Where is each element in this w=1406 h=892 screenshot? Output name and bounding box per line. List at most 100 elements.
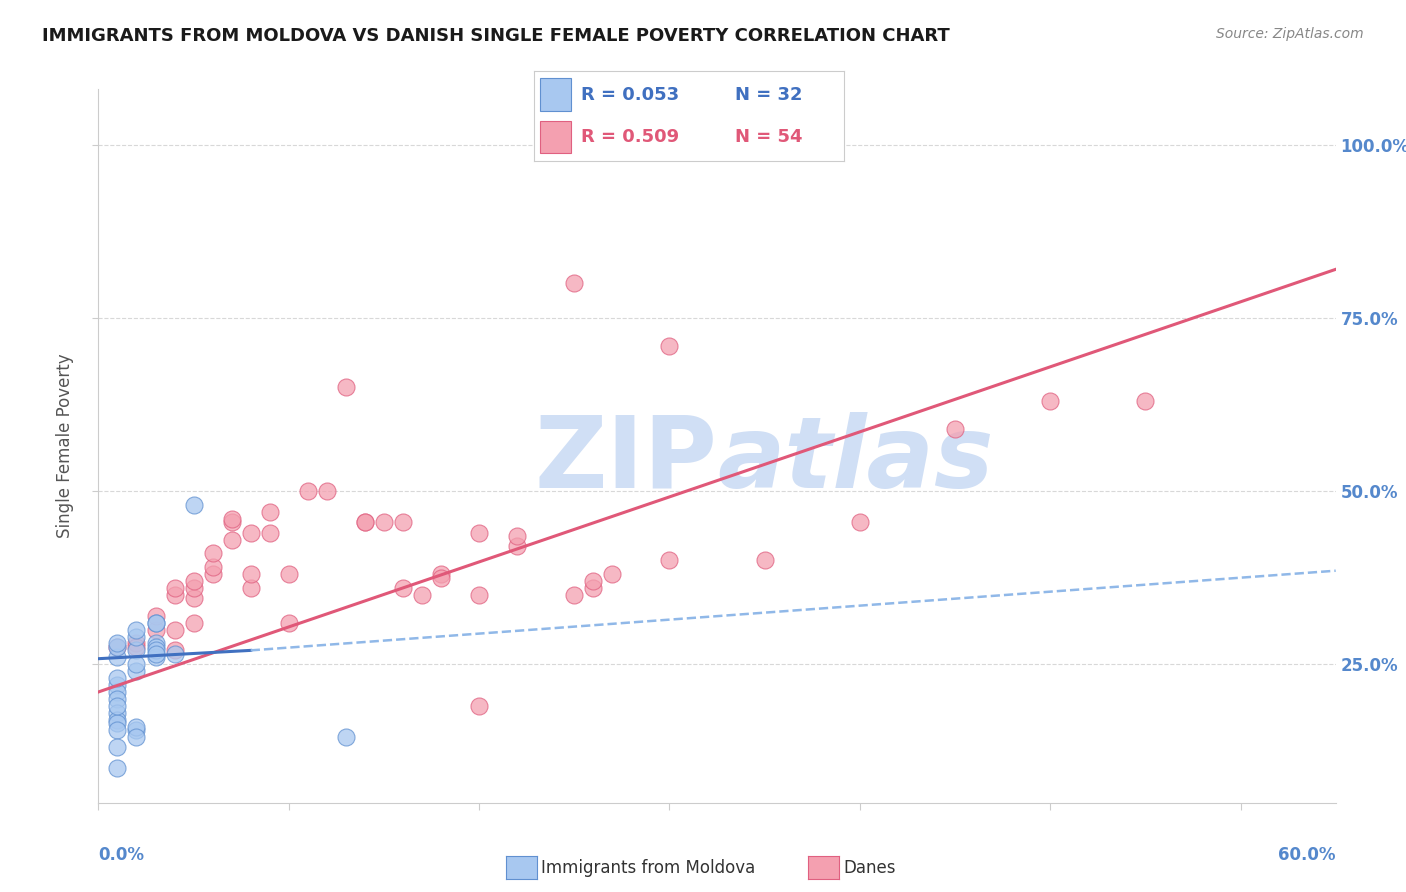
Point — [562, 276, 585, 290]
Point — [582, 581, 605, 595]
Point — [107, 713, 129, 727]
Point — [468, 588, 491, 602]
FancyBboxPatch shape — [540, 121, 571, 153]
Point — [602, 567, 624, 582]
Point — [125, 636, 148, 650]
Text: Source: ZipAtlas.com: Source: ZipAtlas.com — [1216, 27, 1364, 41]
Point — [163, 647, 186, 661]
Point — [163, 643, 186, 657]
Point — [107, 706, 129, 720]
Point — [1039, 394, 1062, 409]
Point — [221, 515, 243, 529]
Point — [125, 657, 148, 672]
Point — [107, 671, 129, 685]
Point — [430, 571, 453, 585]
FancyBboxPatch shape — [540, 78, 571, 111]
Point — [506, 540, 529, 554]
Point — [754, 553, 776, 567]
Point — [125, 664, 148, 678]
Text: N = 32: N = 32 — [735, 86, 803, 103]
Point — [107, 678, 129, 692]
Point — [373, 515, 395, 529]
Point — [107, 640, 129, 654]
Point — [145, 640, 167, 654]
Point — [221, 512, 243, 526]
Text: N = 54: N = 54 — [735, 128, 803, 146]
Point — [277, 615, 299, 630]
Point — [125, 720, 148, 734]
Point — [943, 422, 966, 436]
Point — [392, 515, 415, 529]
Point — [183, 615, 205, 630]
Point — [430, 567, 453, 582]
Point — [582, 574, 605, 588]
Point — [125, 630, 148, 644]
Point — [107, 723, 129, 737]
Text: 60.0%: 60.0% — [1278, 846, 1336, 863]
Point — [221, 533, 243, 547]
Point — [183, 591, 205, 606]
Point — [392, 581, 415, 595]
Point — [145, 615, 167, 630]
Point — [183, 498, 205, 512]
Y-axis label: Single Female Poverty: Single Female Poverty — [56, 354, 75, 538]
Point — [107, 761, 129, 775]
Point — [107, 698, 129, 713]
Point — [125, 640, 148, 654]
Point — [107, 740, 129, 755]
Point — [658, 338, 681, 352]
Point — [849, 515, 872, 529]
Point — [259, 505, 281, 519]
Point — [201, 546, 224, 560]
Point — [107, 640, 129, 654]
Point — [125, 643, 148, 657]
Text: ZIP: ZIP — [534, 412, 717, 508]
Point — [201, 560, 224, 574]
Point — [145, 608, 167, 623]
Point — [145, 615, 167, 630]
Point — [145, 647, 167, 661]
Point — [145, 643, 167, 657]
Point — [183, 574, 205, 588]
Point — [145, 623, 167, 637]
Point — [335, 380, 357, 394]
Point — [201, 567, 224, 582]
Point — [277, 567, 299, 582]
Point — [335, 730, 357, 744]
Point — [562, 588, 585, 602]
Point — [125, 730, 148, 744]
Text: Immigrants from Moldova: Immigrants from Moldova — [541, 859, 755, 877]
Point — [506, 529, 529, 543]
Point — [183, 581, 205, 595]
Point — [163, 588, 186, 602]
Point — [354, 515, 377, 529]
Text: IMMIGRANTS FROM MOLDOVA VS DANISH SINGLE FEMALE POVERTY CORRELATION CHART: IMMIGRANTS FROM MOLDOVA VS DANISH SINGLE… — [42, 27, 950, 45]
Point — [239, 581, 262, 595]
Point — [145, 650, 167, 665]
Text: R = 0.509: R = 0.509 — [581, 128, 679, 146]
Text: R = 0.053: R = 0.053 — [581, 86, 679, 103]
Point — [315, 483, 337, 498]
Point — [107, 636, 129, 650]
Point — [658, 553, 681, 567]
Point — [1135, 394, 1157, 409]
Text: atlas: atlas — [717, 412, 994, 508]
Point — [125, 623, 148, 637]
Point — [297, 483, 319, 498]
Point — [163, 623, 186, 637]
Point — [354, 515, 377, 529]
Point — [107, 691, 129, 706]
Text: Danes: Danes — [844, 859, 896, 877]
Point — [411, 588, 433, 602]
Text: 0.0%: 0.0% — [98, 846, 145, 863]
Point — [239, 525, 262, 540]
Point — [107, 716, 129, 731]
Point — [259, 525, 281, 540]
Point — [107, 685, 129, 699]
Point — [163, 581, 186, 595]
Point — [468, 525, 491, 540]
Point — [239, 567, 262, 582]
Point — [145, 636, 167, 650]
Point — [468, 698, 491, 713]
Point — [107, 650, 129, 665]
